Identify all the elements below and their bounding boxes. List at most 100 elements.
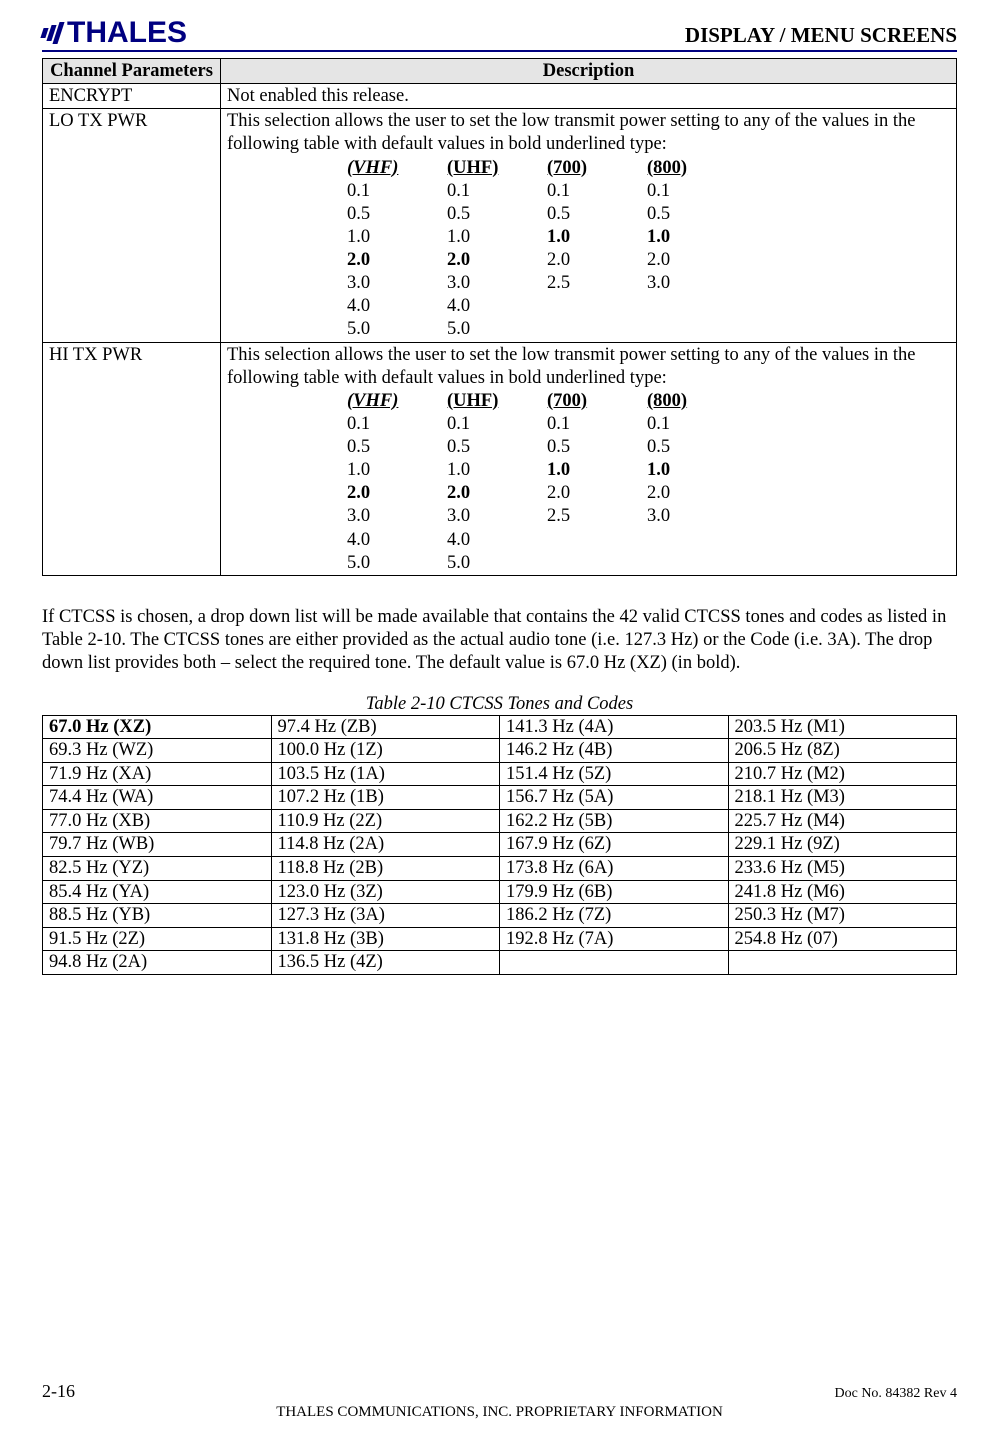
col-channel-parameters: Channel Parameters	[43, 59, 221, 84]
ctcss-cell: 156.7 Hz (5A)	[500, 786, 729, 810]
power-cell: 3.0	[447, 505, 547, 528]
ctcss-caption: Table 2-10 CTCSS Tones and Codes	[42, 694, 957, 715]
ctcss-cell: 97.4 Hz (ZB)	[271, 715, 500, 739]
power-cell: 0.5	[347, 436, 447, 459]
power-header: (700)	[547, 390, 647, 413]
power-cell: 0.5	[547, 203, 647, 226]
logo-bars-icon	[42, 22, 63, 44]
power-cell: 2.0	[347, 482, 447, 505]
power-cell: 5.0	[347, 552, 447, 575]
section-title: DISPLAY / MENU SCREENS	[685, 23, 957, 48]
power-cell: 3.0	[347, 272, 447, 295]
ctcss-cell: 136.5 Hz (4Z)	[271, 951, 500, 975]
table-row: 77.0 Hz (XB)110.9 Hz (2Z)162.2 Hz (5B)22…	[43, 809, 957, 833]
power-cell: 1.0	[647, 459, 747, 482]
ctcss-cell: 103.5 Hz (1A)	[271, 762, 500, 786]
power-cell: 3.0	[347, 505, 447, 528]
power-cell: 1.0	[447, 226, 547, 249]
ctcss-cell: 82.5 Hz (YZ)	[43, 857, 272, 881]
page-number: 2-16	[42, 1381, 75, 1402]
power-cell: 3.0	[647, 505, 747, 528]
power-cell: 4.0	[447, 295, 547, 318]
power-cell: 5.0	[447, 552, 547, 575]
ctcss-cell: 74.4 Hz (WA)	[43, 786, 272, 810]
ctcss-cell: 91.5 Hz (2Z)	[43, 927, 272, 951]
ctcss-cell: 77.0 Hz (XB)	[43, 809, 272, 833]
power-cell: 0.1	[547, 413, 647, 436]
power-cell	[547, 295, 647, 318]
power-cell: 0.5	[447, 203, 547, 226]
ctcss-cell: 173.8 Hz (6A)	[500, 857, 729, 881]
power-cell: 0.1	[347, 180, 447, 203]
ctcss-cell: 114.8 Hz (2A)	[271, 833, 500, 857]
power-cell: 4.0	[447, 529, 547, 552]
power-cell: 0.5	[347, 203, 447, 226]
table-row: 94.8 Hz (2A)136.5 Hz (4Z)	[43, 951, 957, 975]
ctcss-cell: 71.9 Hz (XA)	[43, 762, 272, 786]
table-row: 85.4 Hz (YA)123.0 Hz (3Z)179.9 Hz (6B)24…	[43, 880, 957, 904]
description-cell: This selection allows the user to set th…	[221, 109, 957, 342]
power-cell: 2.0	[347, 249, 447, 272]
page-header: THALES DISPLAY / MENU SCREENS	[42, 18, 957, 52]
power-header: (VHF)	[347, 157, 447, 180]
ctcss-cell: 162.2 Hz (5B)	[500, 809, 729, 833]
ctcss-cell: 192.8 Hz (7A)	[500, 927, 729, 951]
param-cell: ENCRYPT	[43, 84, 221, 109]
power-cell	[647, 295, 747, 318]
power-cell: 1.0	[647, 226, 747, 249]
ctcss-cell: 241.8 Hz (M6)	[728, 880, 957, 904]
table-row: 79.7 Hz (WB)114.8 Hz (2A)167.9 Hz (6Z)22…	[43, 833, 957, 857]
power-cell: 2.5	[547, 272, 647, 295]
power-cell: 2.0	[447, 482, 547, 505]
power-intro: This selection allows the user to set th…	[227, 344, 950, 390]
ctcss-cell: 85.4 Hz (YA)	[43, 880, 272, 904]
power-cell: 1.0	[347, 226, 447, 249]
table-row: 69.3 Hz (WZ)100.0 Hz (1Z)146.2 Hz (4B)20…	[43, 739, 957, 763]
ctcss-cell: 218.1 Hz (M3)	[728, 786, 957, 810]
power-cell: 3.0	[647, 272, 747, 295]
doc-number: Doc No. 84382 Rev 4	[835, 1386, 958, 1402]
power-cell	[647, 552, 747, 575]
power-cell: 4.0	[347, 529, 447, 552]
table-row: 91.5 Hz (2Z)131.8 Hz (3B)192.8 Hz (7A)25…	[43, 927, 957, 951]
power-cell	[547, 552, 647, 575]
ctcss-cell: 167.9 Hz (6Z)	[500, 833, 729, 857]
ctcss-table: 67.0 Hz (XZ)97.4 Hz (ZB)141.3 Hz (4A)203…	[42, 715, 957, 975]
logo-text: THALES	[67, 18, 187, 48]
ctcss-cell: 210.7 Hz (M2)	[728, 762, 957, 786]
footer-line: 2-16 Doc No. 84382 Rev 4	[42, 1381, 957, 1402]
power-cell: 0.1	[347, 413, 447, 436]
power-cell: 5.0	[347, 318, 447, 341]
ctcss-cell: 88.5 Hz (YB)	[43, 904, 272, 928]
ctcss-cell: 254.8 Hz (07)	[728, 927, 957, 951]
power-cell: 2.0	[647, 482, 747, 505]
param-cell: HI TX PWR	[43, 342, 221, 575]
power-cell	[647, 318, 747, 341]
power-cell: 0.1	[647, 180, 747, 203]
ctcss-paragraph: If CTCSS is chosen, a drop down list wil…	[42, 606, 957, 675]
ctcss-cell: 203.5 Hz (M1)	[728, 715, 957, 739]
table-row: 82.5 Hz (YZ)118.8 Hz (2B)173.8 Hz (6A)23…	[43, 857, 957, 881]
power-header: (UHF)	[447, 157, 547, 180]
ctcss-cell	[728, 951, 957, 975]
power-cell: 1.0	[347, 459, 447, 482]
table-row: 71.9 Hz (XA)103.5 Hz (1A)151.4 Hz (5Z)21…	[43, 762, 957, 786]
power-grid: (VHF)(UHF)(700)(800)0.10.10.10.10.50.50.…	[347, 157, 950, 342]
ctcss-cell: 131.8 Hz (3B)	[271, 927, 500, 951]
proprietary-notice: THALES COMMUNICATIONS, INC. PROPRIETARY …	[42, 1404, 957, 1421]
power-cell: 5.0	[447, 318, 547, 341]
power-cell: 1.0	[547, 226, 647, 249]
page: THALES DISPLAY / MENU SCREENS Channel Pa…	[0, 0, 999, 1443]
ctcss-cell: 127.3 Hz (3A)	[271, 904, 500, 928]
power-intro: This selection allows the user to set th…	[227, 110, 950, 156]
ctcss-cell	[500, 951, 729, 975]
ctcss-cell: 123.0 Hz (3Z)	[271, 880, 500, 904]
ctcss-cell: 206.5 Hz (8Z)	[728, 739, 957, 763]
power-header: (UHF)	[447, 390, 547, 413]
ctcss-cell: 179.9 Hz (6B)	[500, 880, 729, 904]
power-header: (VHF)	[347, 390, 447, 413]
power-cell: 4.0	[347, 295, 447, 318]
table-row: LO TX PWRThis selection allows the user …	[43, 109, 957, 342]
power-cell: 0.1	[447, 413, 547, 436]
ctcss-cell: 229.1 Hz (9Z)	[728, 833, 957, 857]
